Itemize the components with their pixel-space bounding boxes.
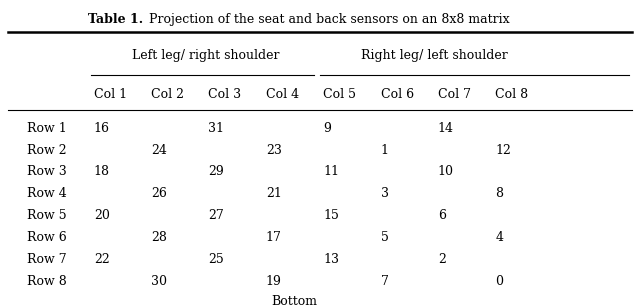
- Text: 25: 25: [209, 253, 224, 266]
- Text: 22: 22: [94, 253, 109, 266]
- Text: 11: 11: [323, 165, 339, 178]
- Text: Row 6: Row 6: [27, 231, 67, 244]
- Text: Row 7: Row 7: [27, 253, 67, 266]
- Text: 16: 16: [94, 122, 110, 135]
- Text: Row 2: Row 2: [27, 144, 67, 156]
- Text: 3: 3: [381, 187, 388, 200]
- Text: 15: 15: [323, 209, 339, 222]
- Text: 7: 7: [381, 275, 388, 288]
- Text: Row 8: Row 8: [27, 275, 67, 288]
- Text: 4: 4: [495, 231, 503, 244]
- Text: Col 1: Col 1: [94, 87, 127, 101]
- Text: Col 3: Col 3: [209, 87, 242, 101]
- Text: Left leg/ right shoulder: Left leg/ right shoulder: [132, 49, 279, 62]
- Text: 27: 27: [209, 209, 224, 222]
- Text: 18: 18: [94, 165, 110, 178]
- Text: 1: 1: [381, 144, 388, 156]
- Text: Row 4: Row 4: [27, 187, 67, 200]
- Text: 17: 17: [266, 231, 282, 244]
- Text: 13: 13: [323, 253, 339, 266]
- Text: Col 2: Col 2: [151, 87, 184, 101]
- Text: Projection of the seat and back sensors on an 8x8 matrix: Projection of the seat and back sensors …: [145, 13, 510, 26]
- Text: Col 5: Col 5: [323, 87, 356, 101]
- Text: 9: 9: [323, 122, 331, 135]
- Text: Row 3: Row 3: [27, 165, 67, 178]
- Text: Right leg/ left shoulder: Right leg/ left shoulder: [362, 49, 508, 62]
- Text: 0: 0: [495, 275, 503, 288]
- Text: 31: 31: [209, 122, 225, 135]
- Text: 19: 19: [266, 275, 282, 288]
- Text: 12: 12: [495, 144, 511, 156]
- Text: 2: 2: [438, 253, 446, 266]
- Text: 23: 23: [266, 144, 282, 156]
- Text: Row 5: Row 5: [27, 209, 67, 222]
- Text: Row 1: Row 1: [27, 122, 67, 135]
- Text: 29: 29: [209, 165, 224, 178]
- Text: Col 4: Col 4: [266, 87, 299, 101]
- Text: Col 8: Col 8: [495, 87, 529, 101]
- Text: 26: 26: [151, 187, 167, 200]
- Text: 14: 14: [438, 122, 454, 135]
- Text: Col 7: Col 7: [438, 87, 471, 101]
- Text: Table 1.: Table 1.: [88, 13, 143, 26]
- Text: Col 6: Col 6: [381, 87, 413, 101]
- Text: 30: 30: [151, 275, 167, 288]
- Text: Bottom: Bottom: [271, 295, 317, 308]
- Text: 20: 20: [94, 209, 109, 222]
- Text: 28: 28: [151, 231, 167, 244]
- Text: 6: 6: [438, 209, 446, 222]
- Text: 8: 8: [495, 187, 503, 200]
- Text: 10: 10: [438, 165, 454, 178]
- Text: 21: 21: [266, 187, 282, 200]
- Text: 24: 24: [151, 144, 167, 156]
- Text: 5: 5: [381, 231, 388, 244]
